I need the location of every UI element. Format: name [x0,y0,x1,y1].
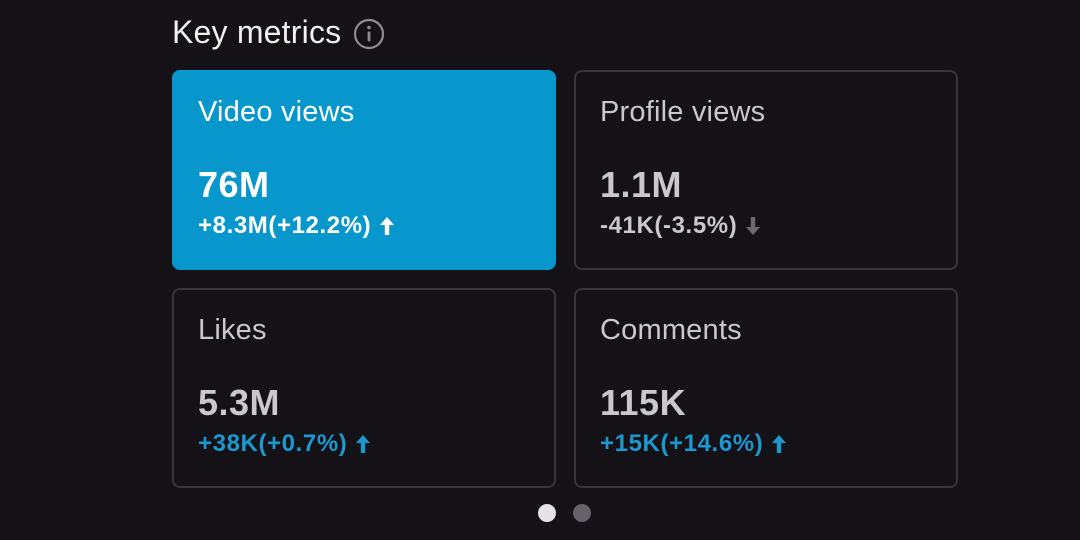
metric-change-text: +38K(+0.7%) [198,430,348,457]
metric-change-text: -41K(-3.5%) [600,212,738,239]
arrow-up-icon [772,435,787,453]
arrow-down-icon [746,217,761,235]
metric-label: Comments [600,314,742,346]
metric-change-text: +15K(+14.6%) [600,430,764,457]
metric-label: Likes [198,314,267,346]
metric-value: 115K [600,382,687,423]
metric-card-likes[interactable]: Likes 5.3M +38K(+0.7%) [172,288,556,488]
metric-change: -41K(-3.5%) [600,212,761,240]
metric-card-video-views[interactable]: Video views 76M +8.3M(+12.2%) [172,70,556,270]
metric-label: Profile views [600,96,766,128]
metric-value: 5.3M [198,382,281,423]
pagination-dots [538,504,591,522]
key-metrics-header: Key metrics [172,10,385,54]
metric-card-profile-views[interactable]: Profile views 1.1M -41K(-3.5%) [574,70,958,270]
arrow-up-icon [380,217,395,235]
metric-change-text: +8.3M(+12.2%) [198,212,372,239]
metric-label: Video views [198,96,355,128]
metric-change: +8.3M(+12.2%) [198,212,395,240]
arrow-up-icon [356,435,371,453]
info-icon[interactable] [353,18,385,50]
page-title: Key metrics [172,13,342,50]
metric-value: 1.1M [600,164,683,205]
metric-card-comments[interactable]: Comments 115K +15K(+14.6%) [574,288,958,488]
page-dot-1[interactable] [538,504,556,522]
page-dot-2[interactable] [573,504,591,522]
metric-value: 76M [198,164,270,205]
metric-change: +15K(+14.6%) [600,430,787,458]
metric-change: +38K(+0.7%) [198,430,371,458]
